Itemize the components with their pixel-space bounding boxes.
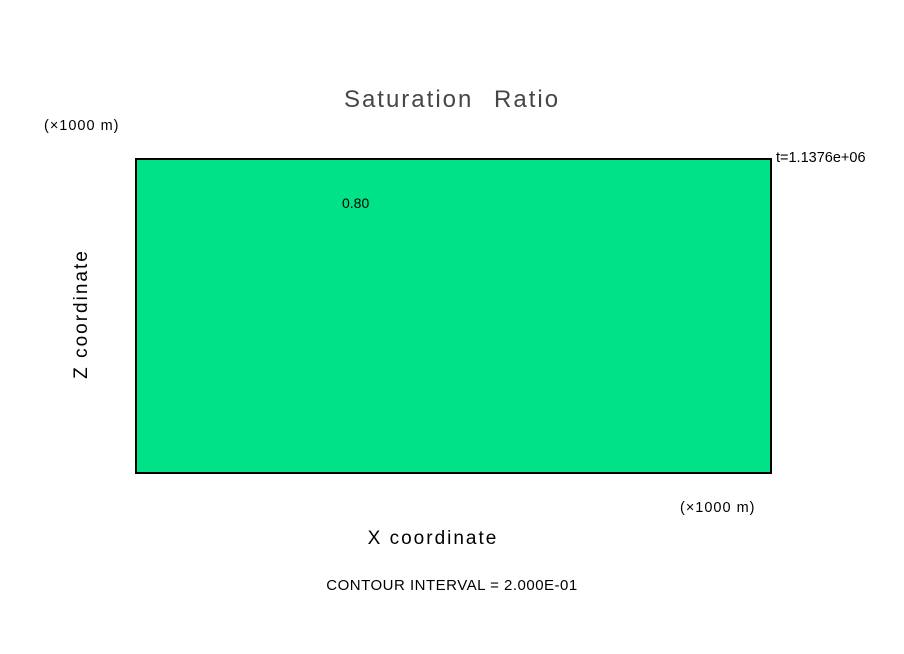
y-axis-unit-label: (×1000 m) [44, 118, 120, 134]
contour-line-label: 0.80 [342, 195, 370, 211]
x-axis-title: X coordinate [367, 528, 499, 549]
plot-area: 0.80 [135, 158, 772, 474]
time-annotation: t=1.1376e+06 [776, 150, 866, 166]
chart-title: Saturation Ratio [343, 86, 561, 113]
y-axis-title: Z coordinate [71, 249, 92, 379]
contour-field-canvas [137, 160, 770, 472]
contour-interval-note: CONTOUR INTERVAL = 2.000E-01 [326, 577, 578, 594]
x-axis-unit-label: (×1000 m) [680, 500, 756, 516]
colorbar [779, 200, 904, 520]
